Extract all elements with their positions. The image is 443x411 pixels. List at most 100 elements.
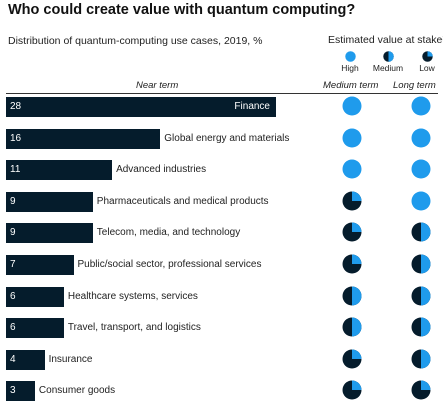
long-term-pie <box>411 349 431 369</box>
long-term-pie-wedge <box>421 254 431 274</box>
legend-pie-low <box>421 51 433 62</box>
medium-term-indicator <box>342 128 362 148</box>
bar-value-label: 4 <box>10 353 16 365</box>
bar <box>6 191 93 212</box>
bar-value-label: 7 <box>10 259 16 270</box>
long-term-indicator <box>411 254 431 274</box>
long-term-pie <box>411 96 431 116</box>
medium-term-pie-wedge <box>352 380 362 391</box>
bar-value-label: 16 <box>10 132 22 144</box>
medium-term-indicator <box>342 254 362 274</box>
long-term-indicator <box>411 159 431 179</box>
medium-term-pie-wedge <box>352 254 362 264</box>
medium-term-pie <box>342 286 362 306</box>
legend-item-medium: Medium <box>365 51 411 73</box>
category-label: Global energy and materials <box>164 132 290 144</box>
bar-row: 28 Finance <box>6 96 438 117</box>
legend-label: Low <box>419 63 435 73</box>
medium-term-pie <box>342 159 362 179</box>
legend-pie-medium-wedge <box>388 51 394 62</box>
long-term-pie <box>411 128 431 148</box>
long-term-pie-wedge <box>421 349 431 369</box>
medium-term-pie <box>342 96 362 116</box>
column-header-long-term: Long term <box>393 80 436 91</box>
bar-row: 9 Pharmaceuticals and medical products <box>6 191 438 212</box>
bar <box>6 318 64 339</box>
bar-row: 7 Public/social sector, professional serv… <box>6 254 438 275</box>
long-term-indicator <box>411 286 431 306</box>
bar-value-label: 6 <box>10 290 16 302</box>
category-label: Advanced industries <box>116 164 207 176</box>
medium-term-pie <box>342 317 362 337</box>
legend-item-low: Low <box>404 51 443 73</box>
long-term-pie <box>411 286 431 306</box>
long-term-pie <box>411 222 431 242</box>
category-label: Travel, transport, and logistics <box>67 322 201 334</box>
long-term-pie-wedge <box>421 380 431 391</box>
bar-value-label: 6 <box>10 322 16 334</box>
bar-row: 16 Global energy and materials <box>6 128 438 149</box>
long-term-pie <box>411 159 431 179</box>
legend-item-high: High <box>327 51 373 73</box>
category-label: Public/social sector, professional servi… <box>77 259 262 270</box>
long-term-pie-base <box>411 96 431 116</box>
long-term-pie-wedge <box>421 317 431 337</box>
bar-row: 11 Advanced industries <box>6 159 438 181</box>
bar <box>6 255 74 275</box>
legend-pie-low-wedge <box>427 51 433 57</box>
chart-subtitle: Distribution of quantum-computing use ca… <box>8 35 263 47</box>
long-term-pie <box>411 317 431 337</box>
medium-term-pie-base <box>342 159 362 179</box>
long-term-pie-wedge <box>421 286 431 306</box>
bar-value-label: 28 <box>10 101 22 112</box>
medium-term-pie <box>342 349 362 369</box>
medium-term-pie-wedge <box>352 286 362 306</box>
bar <box>6 349 45 370</box>
category-label: Healthcare systems, services <box>67 290 198 302</box>
long-term-indicator <box>411 128 431 148</box>
medium-term-indicator <box>342 380 362 400</box>
medium-term-pie-wedge <box>352 349 362 359</box>
bar <box>6 381 35 402</box>
medium-term-indicator <box>342 349 362 369</box>
long-term-indicator <box>411 349 431 369</box>
bar <box>6 223 93 244</box>
legend-pie-high <box>344 51 356 62</box>
bar <box>6 97 276 117</box>
bar-value-label: 9 <box>10 227 16 239</box>
medium-term-pie <box>342 128 362 148</box>
medium-term-pie-wedge <box>352 222 362 233</box>
bar <box>6 160 113 181</box>
long-term-indicator <box>411 191 431 211</box>
medium-term-pie <box>342 222 362 242</box>
long-term-pie-base <box>411 191 431 211</box>
bar-value-label: 11 <box>10 164 21 176</box>
bar <box>6 286 64 307</box>
bar-row: 6 Healthcare systems, services <box>6 286 438 307</box>
medium-term-indicator <box>342 96 362 116</box>
category-label: Pharmaceuticals and medical products <box>96 195 269 207</box>
medium-term-pie-wedge <box>352 191 362 201</box>
legend-title: Estimated value at stake¹ <box>328 34 443 46</box>
long-term-pie-base <box>411 159 431 179</box>
category-label: Finance <box>234 101 270 112</box>
bar-value-label: 3 <box>10 385 16 397</box>
bar-row: 3 Consumer goods <box>6 380 438 402</box>
long-term-pie <box>411 380 431 400</box>
category-label: Insurance <box>48 353 93 365</box>
medium-term-indicator <box>342 191 362 211</box>
bar-value-label: 9 <box>10 195 16 207</box>
chart-title: Who could create value with quantum comp… <box>8 2 356 18</box>
legend-pie-high-base <box>344 51 356 62</box>
long-term-pie-base <box>411 128 431 148</box>
medium-term-pie-base <box>342 128 362 148</box>
medium-term-pie <box>342 191 362 211</box>
legend-label: High <box>341 63 359 73</box>
long-term-indicator <box>411 380 431 400</box>
medium-term-pie <box>342 380 362 400</box>
medium-term-pie <box>342 254 362 274</box>
bar <box>6 128 161 149</box>
legend-label: Medium <box>372 63 404 73</box>
medium-term-pie-wedge <box>352 317 362 337</box>
medium-term-indicator <box>342 286 362 306</box>
